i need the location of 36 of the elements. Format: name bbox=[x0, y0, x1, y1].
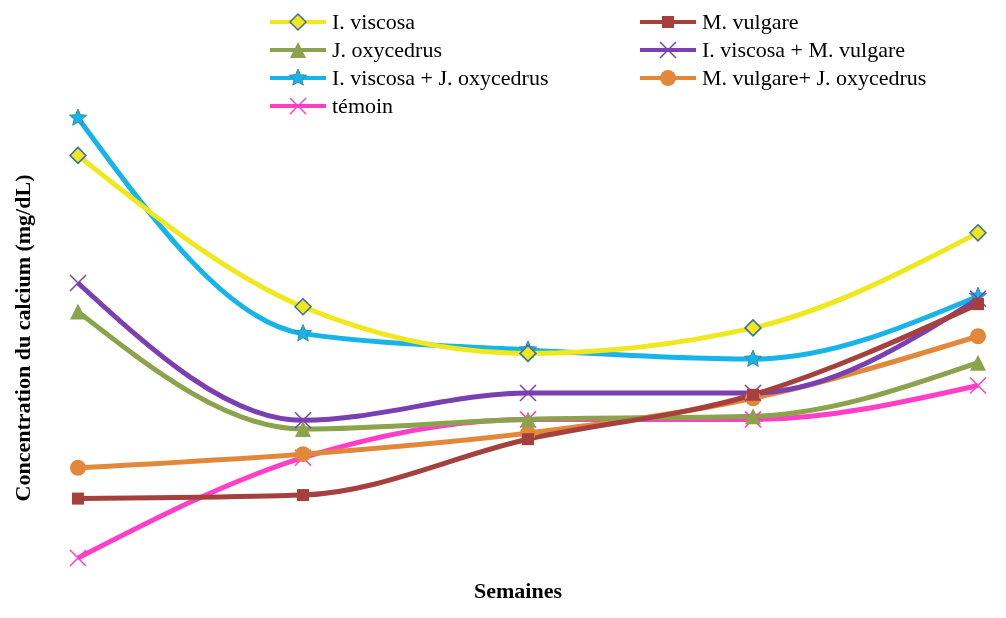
legend-label: I. viscosa + M. vulgare bbox=[702, 37, 906, 63]
y-axis-title: Concentration du calcium (mg/dL) bbox=[9, 174, 35, 502]
legend-label: I. viscosa bbox=[332, 9, 416, 35]
point bbox=[70, 303, 86, 320]
point bbox=[969, 224, 987, 242]
point bbox=[69, 549, 87, 567]
legend-label: M. vulgare bbox=[702, 9, 799, 35]
legend-label: témoin bbox=[332, 93, 394, 119]
x-axis-title: Semaines bbox=[474, 578, 563, 603]
point bbox=[744, 319, 762, 337]
legend-label: M. vulgare+ J. oxycedrus bbox=[702, 65, 927, 91]
point bbox=[295, 421, 311, 438]
point bbox=[294, 298, 312, 316]
point bbox=[745, 408, 761, 425]
point bbox=[72, 492, 84, 505]
point bbox=[970, 328, 986, 345]
point bbox=[744, 410, 762, 429]
point bbox=[295, 446, 311, 463]
point bbox=[522, 433, 534, 446]
point bbox=[68, 108, 88, 126]
point bbox=[519, 384, 537, 402]
point bbox=[969, 376, 987, 395]
point bbox=[294, 411, 312, 430]
point bbox=[969, 290, 987, 308]
legend-label: I. viscosa + J. oxycedrus bbox=[332, 65, 549, 91]
point bbox=[69, 274, 87, 292]
point bbox=[747, 388, 759, 401]
point bbox=[297, 489, 309, 502]
point bbox=[972, 298, 984, 311]
point bbox=[970, 354, 986, 371]
point bbox=[743, 349, 763, 367]
point bbox=[519, 344, 537, 363]
legend-label: J. oxycedrus bbox=[332, 37, 442, 63]
point bbox=[70, 459, 86, 476]
point bbox=[293, 324, 313, 342]
point bbox=[69, 146, 87, 165]
